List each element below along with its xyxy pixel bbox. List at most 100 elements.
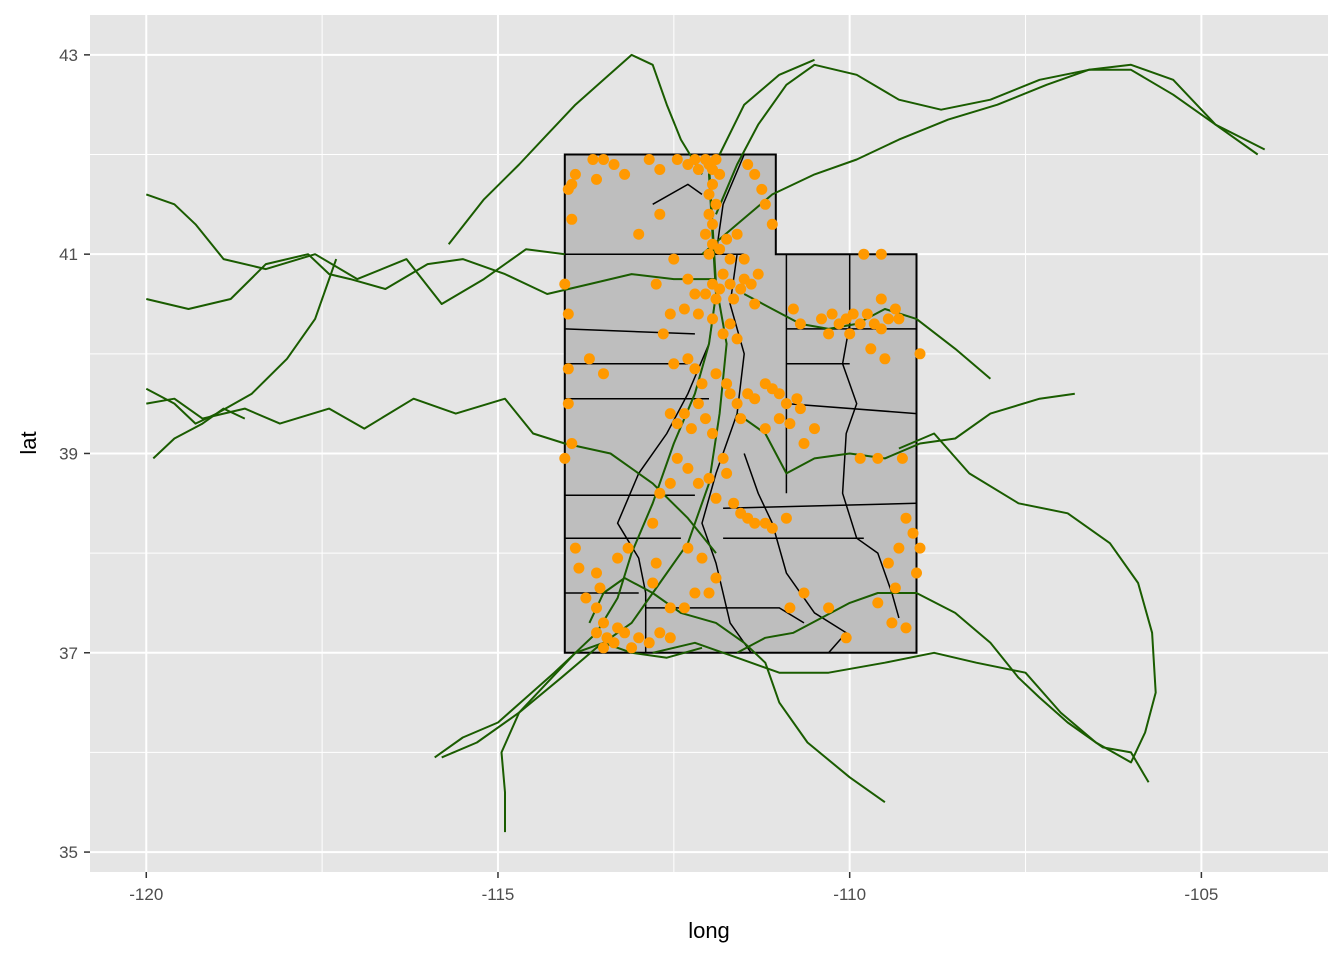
data-point	[668, 358, 680, 370]
data-point	[682, 273, 694, 285]
data-point	[591, 627, 602, 639]
data-point	[879, 353, 891, 365]
data-point	[689, 154, 701, 165]
data-point	[710, 198, 722, 210]
route-line	[145, 193, 565, 305]
data-point	[591, 567, 602, 579]
data-point	[738, 253, 750, 265]
data-point	[809, 423, 820, 435]
data-point	[626, 642, 638, 654]
data-point	[731, 333, 743, 345]
data-point	[766, 522, 778, 534]
data-point	[598, 368, 609, 380]
county-border	[786, 402, 917, 415]
data-point	[633, 632, 645, 644]
data-point	[724, 318, 736, 330]
county-border	[645, 607, 805, 624]
data-point	[798, 587, 810, 599]
data-point	[703, 587, 715, 599]
data-point	[823, 602, 835, 614]
data-point	[735, 413, 747, 425]
data-point	[914, 542, 926, 554]
data-point	[773, 413, 785, 425]
data-point	[594, 582, 606, 594]
data-point	[889, 582, 901, 594]
data-point	[896, 452, 908, 464]
data-point	[664, 632, 676, 644]
data-point	[647, 577, 659, 589]
data-point	[583, 353, 595, 365]
data-point	[710, 572, 722, 584]
data-point	[650, 557, 662, 569]
route-line	[434, 154, 717, 759]
data-point	[900, 512, 912, 524]
data-point	[703, 208, 715, 220]
data-point	[562, 308, 574, 320]
data-point	[773, 388, 785, 400]
data-point	[742, 159, 754, 170]
data-point	[682, 462, 694, 474]
data-point	[907, 527, 919, 539]
route-line	[146, 253, 716, 310]
data-point	[854, 318, 866, 330]
data-point	[724, 278, 736, 290]
data-point	[756, 183, 768, 195]
y-tick-label: 39	[59, 444, 78, 463]
data-point	[622, 542, 634, 554]
data-point	[703, 248, 715, 260]
route-line	[500, 641, 703, 833]
x-tick-label: -110	[833, 885, 866, 904]
location-points	[559, 154, 926, 654]
data-point	[668, 253, 680, 265]
data-point	[562, 363, 574, 375]
data-point	[612, 552, 624, 564]
data-point	[569, 168, 581, 180]
route-line	[718, 58, 815, 155]
y-axis-title: lat	[16, 431, 41, 454]
data-point	[700, 228, 711, 240]
route-line	[588, 577, 886, 804]
route-line	[447, 53, 703, 245]
data-point	[598, 617, 609, 629]
data-point	[654, 164, 666, 175]
route-line	[145, 258, 338, 425]
data-point	[798, 438, 810, 449]
data-point	[710, 154, 722, 165]
data-point	[562, 398, 574, 410]
x-tick-label: -120	[129, 885, 163, 904]
data-point	[664, 308, 676, 320]
data-point	[721, 378, 733, 390]
data-point	[714, 243, 726, 255]
route-line	[146, 397, 717, 554]
data-point	[678, 303, 690, 315]
data-point	[861, 308, 873, 320]
data-point	[710, 368, 722, 380]
route-line	[652, 432, 1157, 764]
data-point	[816, 313, 827, 325]
data-point	[717, 268, 729, 280]
data-point	[749, 298, 761, 310]
data-point	[598, 154, 609, 165]
data-point	[689, 288, 701, 300]
data-point	[886, 617, 898, 629]
data-point	[566, 438, 578, 449]
data-point	[700, 288, 711, 300]
data-point	[591, 173, 602, 185]
data-point	[664, 602, 676, 614]
data-point	[692, 398, 704, 410]
data-point	[707, 218, 718, 230]
data-point	[759, 198, 771, 210]
data-point	[654, 487, 666, 499]
y-axis: 35 37 39 41 43	[59, 46, 90, 862]
data-point	[872, 452, 884, 464]
data-point	[654, 627, 666, 639]
x-axis: -120 -115 -110 -105	[129, 872, 1218, 904]
route-line	[152, 407, 246, 460]
data-point	[766, 218, 778, 230]
county-border	[841, 323, 900, 619]
data-point	[643, 154, 655, 165]
data-point	[657, 328, 669, 340]
data-point	[721, 467, 733, 479]
data-point	[724, 253, 736, 265]
